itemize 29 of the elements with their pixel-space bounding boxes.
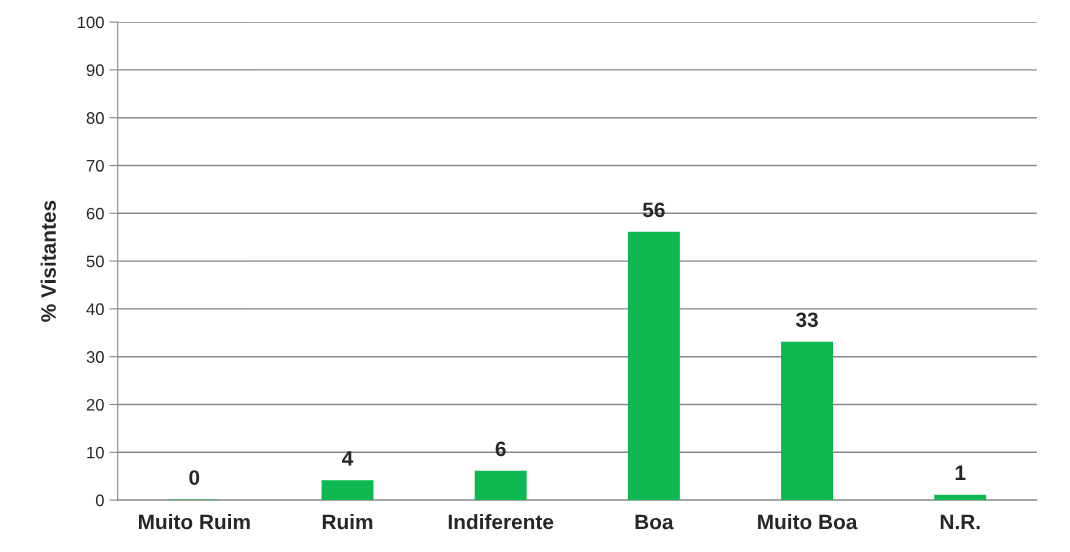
x-tick-label: N.R. bbox=[940, 514, 980, 530]
y-tick-label: 90 bbox=[86, 64, 104, 77]
y-tick-label: 20 bbox=[86, 398, 104, 411]
y-tick-label: 30 bbox=[86, 351, 104, 363]
y-tick-label: 100 bbox=[77, 16, 104, 29]
y-tick-label: 70 bbox=[86, 159, 104, 172]
x-tick-label: Muito Ruim bbox=[138, 514, 250, 530]
bar bbox=[474, 470, 527, 501]
bar bbox=[781, 341, 834, 501]
x-tick-label: Muito Boa bbox=[758, 514, 858, 530]
data-label: 1 bbox=[955, 465, 966, 480]
x-tick-label: Boa bbox=[635, 514, 674, 530]
data-label: 56 bbox=[642, 202, 665, 218]
data-label: 0 bbox=[189, 470, 200, 485]
y-tick-label: 40 bbox=[86, 303, 104, 316]
bar bbox=[321, 480, 374, 501]
y-tick-label: 50 bbox=[86, 255, 104, 268]
bar bbox=[627, 231, 680, 501]
y-tick-label: 0 bbox=[95, 494, 104, 507]
y-axis-title: % Visitantes bbox=[40, 200, 56, 322]
data-label: 4 bbox=[342, 451, 354, 466]
y-tick-label: 10 bbox=[87, 446, 104, 459]
data-label: 6 bbox=[495, 441, 506, 457]
bar bbox=[934, 494, 987, 501]
y-tick-label: 80 bbox=[86, 112, 104, 124]
x-tick-label: Indiferente bbox=[448, 514, 554, 530]
x-tick-label: Ruim bbox=[322, 514, 373, 530]
data-label: 33 bbox=[795, 312, 818, 328]
y-tick-label: 60 bbox=[86, 207, 104, 220]
